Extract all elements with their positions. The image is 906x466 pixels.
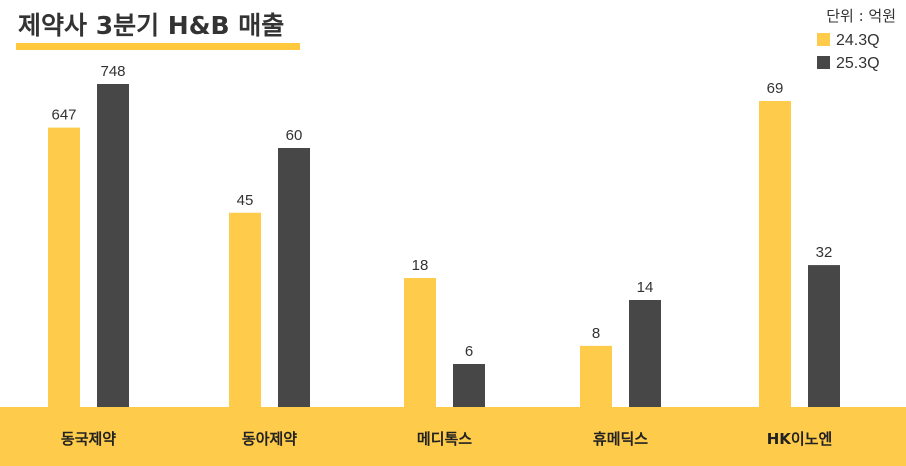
unit-label: 단위 : 억원 <box>826 7 896 25</box>
value-label-4-0: 69 <box>767 80 784 97</box>
category-label-2: 메디톡스 <box>417 430 472 448</box>
value-label-3-0: 8 <box>592 325 600 342</box>
bar-4-0 <box>759 101 791 407</box>
legend-label-24: 24.3Q <box>836 32 880 49</box>
value-label-3-1: 14 <box>637 279 654 296</box>
value-label-1-1: 60 <box>286 127 303 144</box>
footer-band <box>0 407 906 466</box>
value-label-0-1: 748 <box>100 63 125 80</box>
bar-0-0 <box>48 127 80 407</box>
legend-label-25: 25.3Q <box>836 55 880 72</box>
category-label-0: 동국제약 <box>61 430 116 448</box>
legend-swatch-25 <box>817 56 830 69</box>
category-label-3: 휴메딕스 <box>593 430 648 448</box>
legend-swatch-24 <box>817 33 830 46</box>
bar-3-1 <box>629 300 661 407</box>
bars-layer <box>48 84 840 407</box>
value-label-2-1: 6 <box>465 343 473 360</box>
value-label-1-0: 45 <box>237 192 254 209</box>
category-label-1: 동아제약 <box>242 430 297 448</box>
value-label-0-0: 647 <box>51 107 76 124</box>
title-underline <box>16 43 300 50</box>
bar-0-1 <box>97 84 129 407</box>
bar-3-0 <box>580 345 612 407</box>
bar-2-1 <box>453 364 485 407</box>
bar-2-0 <box>404 278 436 407</box>
bar-1-1 <box>278 148 310 407</box>
category-label-4: HK이노엔 <box>767 430 833 448</box>
bar-1-0 <box>229 212 261 407</box>
value-label-4-1: 32 <box>816 244 833 261</box>
labels-layer: 647 748 동국제약 45 60 동아제약 18 6 메디톡스 8 14 휴메딕스 69 32 HK이노… <box>51 63 832 448</box>
chart-title: 제약사 3분기 H&B 매출 <box>18 11 284 40</box>
bar-4-1 <box>808 265 840 407</box>
value-label-2-0: 18 <box>412 257 429 274</box>
